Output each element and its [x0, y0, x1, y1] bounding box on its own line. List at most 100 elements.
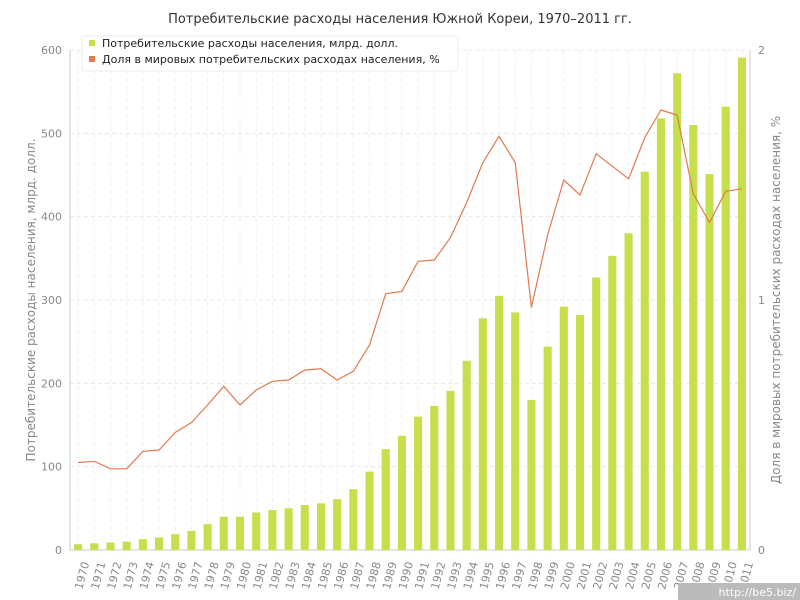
bar-2008[interactable] [689, 125, 698, 550]
legend-swatch-line [89, 56, 95, 62]
bar-1994[interactable] [462, 360, 471, 550]
bar-1989[interactable] [381, 449, 390, 550]
line-point-1983[interactable] [286, 378, 290, 382]
bar-2007[interactable] [673, 73, 682, 550]
bar-2006[interactable] [656, 118, 665, 550]
bar-1971[interactable] [90, 543, 99, 550]
bar-1990[interactable] [397, 435, 406, 550]
line-point-1991[interactable] [416, 259, 420, 263]
line-point-2004[interactable] [626, 177, 630, 181]
line-point-1986[interactable] [335, 378, 339, 382]
bar-1973[interactable] [122, 541, 131, 550]
line-point-2010[interactable] [724, 189, 728, 193]
line-point-2005[interactable] [643, 135, 647, 139]
line-point-1989[interactable] [384, 292, 388, 296]
line-point-1980[interactable] [238, 403, 242, 407]
line-point-1979[interactable] [222, 384, 226, 388]
bar-1970[interactable] [74, 544, 83, 550]
line-point-1994[interactable] [464, 200, 468, 204]
legend-label-line[interactable]: Доля в мировых потребительских расходах … [102, 53, 440, 66]
line-point-1977[interactable] [189, 420, 193, 424]
bar-2011[interactable] [737, 57, 746, 551]
line-point-1988[interactable] [367, 343, 371, 347]
watermark-link[interactable]: http://be5.biz/ [719, 586, 797, 599]
line-point-1984[interactable] [303, 368, 307, 372]
line-point-1993[interactable] [448, 235, 452, 239]
line-point-1976[interactable] [173, 430, 177, 434]
y-tick-label: 200 [41, 377, 62, 390]
line-point-1975[interactable] [157, 448, 161, 452]
line-point-2006[interactable] [659, 108, 663, 112]
bar-1998[interactable] [527, 400, 536, 550]
bar-1981[interactable] [252, 512, 261, 551]
y2-tick-label: 0 [758, 544, 765, 557]
line-point-2007[interactable] [675, 113, 679, 117]
y-tick-label: 300 [41, 294, 62, 307]
bar-1993[interactable] [446, 390, 455, 550]
bar-1995[interactable] [478, 318, 487, 550]
line-point-1985[interactable] [319, 367, 323, 371]
line-point-2000[interactable] [562, 178, 566, 182]
y2-tick-label: 2 [758, 44, 765, 57]
line-point-1987[interactable] [351, 369, 355, 373]
line-point-1978[interactable] [205, 403, 209, 407]
line-point-1996[interactable] [497, 134, 501, 138]
line-point-2003[interactable] [610, 164, 614, 168]
bar-1992[interactable] [430, 405, 439, 550]
bar-2004[interactable] [624, 233, 633, 551]
y2-tick-label: 1 [758, 294, 765, 307]
bar-2000[interactable] [559, 306, 568, 550]
bar-1987[interactable] [349, 489, 358, 550]
watermark[interactable]: http://be5.biz/ [678, 583, 800, 600]
bar-1985[interactable] [316, 503, 325, 550]
line-point-2011[interactable] [740, 187, 744, 191]
bar-1974[interactable] [138, 539, 147, 550]
line-point-1970[interactable] [76, 460, 80, 464]
bar-1988[interactable] [365, 471, 374, 550]
bar-1991[interactable] [414, 416, 423, 550]
right-axis-ticks: 0 1 2 [758, 44, 765, 557]
line-point-2002[interactable] [594, 152, 598, 156]
bar-2003[interactable] [608, 255, 617, 551]
line-point-1971[interactable] [92, 459, 96, 463]
bar-2002[interactable] [592, 277, 601, 551]
bar-1976[interactable] [171, 534, 180, 550]
line-point-1999[interactable] [545, 233, 549, 237]
line-point-1982[interactable] [270, 379, 274, 383]
bar-1978[interactable] [203, 524, 212, 550]
line-point-1973[interactable] [124, 467, 128, 471]
line-point-1992[interactable] [432, 258, 436, 262]
bar-series [74, 57, 746, 551]
bar-1980[interactable] [235, 516, 245, 550]
bar-1977[interactable] [187, 530, 196, 550]
line-point-1972[interactable] [108, 467, 112, 471]
bar-1975[interactable] [155, 537, 164, 551]
bar-1984[interactable] [300, 505, 309, 550]
bar-1983[interactable] [284, 508, 293, 550]
line-point-1997[interactable] [513, 160, 517, 164]
line-point-1974[interactable] [141, 449, 145, 453]
line-point-1990[interactable] [400, 289, 404, 293]
line-point-1995[interactable] [481, 160, 485, 164]
bar-1972[interactable] [106, 542, 115, 551]
bar-2001[interactable] [575, 315, 585, 550]
bar-2010[interactable] [721, 106, 730, 551]
bar-1999[interactable] [543, 346, 552, 550]
bar-1996[interactable] [495, 295, 504, 550]
bar-2009[interactable] [705, 174, 714, 550]
bar-1979[interactable] [219, 516, 228, 550]
line-point-2008[interactable] [691, 192, 695, 196]
line-share-of-world[interactable] [78, 109, 742, 470]
bar-2005[interactable] [640, 171, 649, 550]
line-point-1981[interactable] [254, 388, 258, 392]
legend-box [81, 35, 459, 72]
line-point-1998[interactable] [529, 305, 533, 309]
line-point-2009[interactable] [707, 220, 711, 224]
legend-swatch-bars [89, 40, 95, 46]
legend[interactable]: Потребительские расходы населения, млрд.… [81, 35, 459, 72]
line-point-2001[interactable] [578, 193, 582, 197]
bar-1997[interactable] [511, 312, 520, 551]
bar-1986[interactable] [333, 499, 342, 550]
legend-label-bars[interactable]: Потребительские расходы населения, млрд.… [102, 37, 398, 50]
bar-1982[interactable] [268, 510, 277, 550]
